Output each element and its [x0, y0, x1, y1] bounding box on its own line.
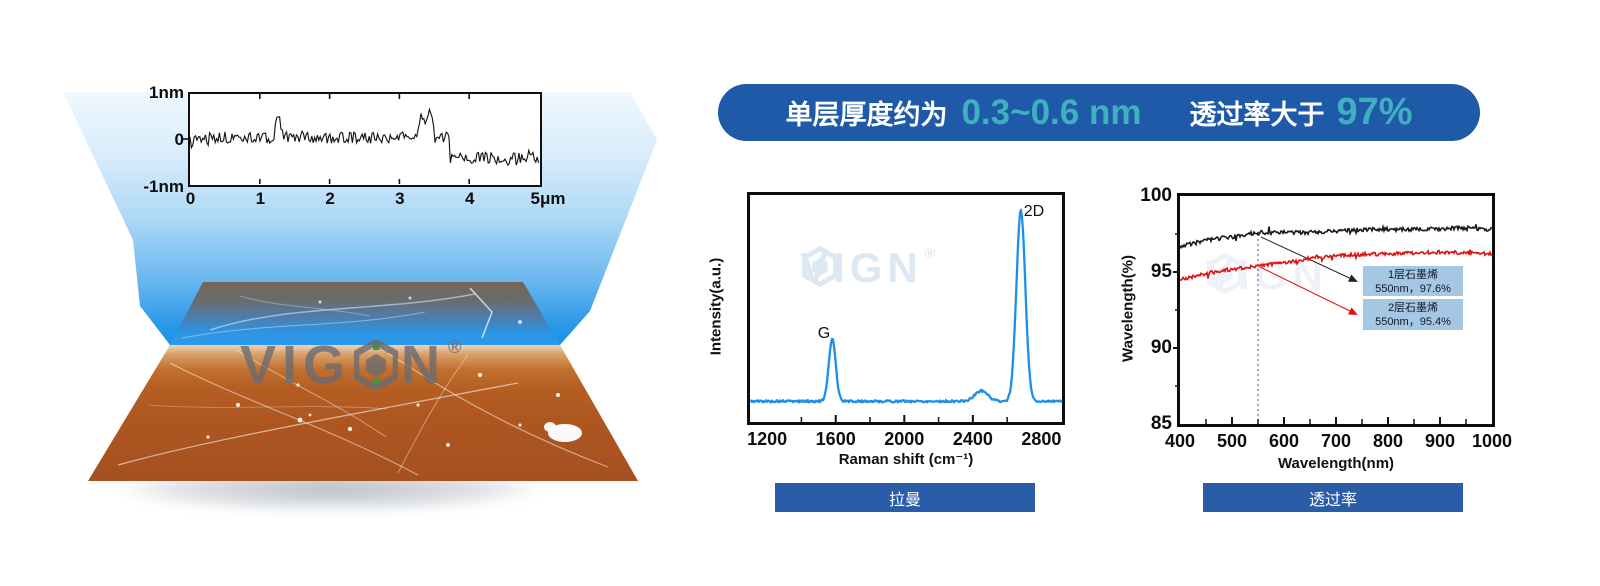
- transmittance-chart: VIG N ®: [1173, 193, 1495, 427]
- substrate-scratches-texture: [117, 350, 609, 476]
- hexagon-o-icon: [354, 340, 399, 390]
- transmittance-button-label: 透过率: [1308, 491, 1357, 509]
- tick-label: 1600: [815, 429, 856, 449]
- tick-label: 4: [464, 189, 475, 208]
- banner-prefix: 单层厚度约为: [785, 100, 948, 130]
- raman-button[interactable]: 拉曼: [775, 483, 1035, 512]
- afm-ytick: 1nm: [149, 83, 184, 102]
- annotation-value: 550nm，95.4%: [1375, 316, 1451, 328]
- raman-button-label: 拉曼: [888, 491, 921, 509]
- vigon-watermark: VIG N ®: [1205, 251, 1341, 298]
- tick-label: 1: [255, 189, 266, 208]
- afm-profile-chart: [183, 92, 542, 187]
- spec-banner: 单层厚度约为 0.3~0.6 nm 透过率大于 97%: [718, 84, 1480, 141]
- tick-label: 95: [1150, 261, 1172, 282]
- tick-label: 2: [325, 189, 335, 208]
- tick-label: 400: [1164, 431, 1196, 451]
- annotation-title: 1层石墨烯: [1387, 269, 1439, 281]
- watermark-letters: N: [887, 244, 923, 291]
- watermark-letters: N: [1292, 251, 1328, 298]
- copper-substrate: [88, 345, 638, 481]
- tick-label: 100: [1140, 185, 1172, 206]
- annotation-value: 550nm，97.6%: [1375, 283, 1451, 295]
- tick-label: 1200: [747, 429, 788, 449]
- raman-spectrum-plot: [749, 208, 1063, 422]
- tick-label: 90: [1150, 337, 1172, 358]
- registered-mark-icon: ®: [924, 246, 936, 262]
- transmittance-button[interactable]: 透过率: [1203, 483, 1463, 512]
- banner-percent-value: 97%: [1336, 91, 1413, 133]
- annotation-title: 2层石墨烯: [1387, 302, 1439, 314]
- vigon-watermark: VIG N ®: [800, 244, 936, 291]
- registered-mark-icon: ®: [448, 336, 462, 357]
- transmittance-y-axis-label: Wavelength(%): [1119, 255, 1137, 362]
- raman-x-axis-label: Raman shift (cm⁻¹): [838, 451, 974, 468]
- registered-mark-icon: ®: [1329, 253, 1341, 269]
- graphene-flakes-texture: [181, 287, 522, 339]
- afm-ytick: -1nm: [143, 177, 184, 196]
- annotation-1-layer: 1层石墨烯 550nm，97.6%: [1363, 266, 1463, 296]
- tick-label: 2800: [1021, 429, 1062, 449]
- g-peak-label: G: [817, 325, 831, 342]
- tick-label: 500: [1216, 431, 1248, 451]
- transmittance-x-axis-label: Wavelength(nm): [1277, 455, 1395, 472]
- hexagon-o-icon: [1207, 252, 1243, 295]
- banner-middle: 透过率大于: [1189, 100, 1325, 130]
- tick-label: 85: [1150, 413, 1172, 434]
- raman-y-axis-label: Intensity(a.u.): [707, 257, 725, 356]
- banner-thickness-value: 0.3~0.6 nm: [961, 92, 1142, 132]
- 2d-peak-label: 2D: [1023, 203, 1045, 220]
- tick-label: 700: [1320, 431, 1352, 451]
- afm-ytick: 0: [174, 130, 184, 149]
- tick-label: 800: [1372, 431, 1404, 451]
- tick-label: 900: [1424, 431, 1456, 451]
- tick-label: 2000: [884, 429, 925, 449]
- watermark-letters: VIG: [240, 335, 352, 395]
- afm-profile-plot: [183, 94, 540, 184]
- transmittance-plot: [1173, 223, 1493, 424]
- graphene-sheet: [170, 282, 560, 345]
- watermark-letters: N: [401, 335, 447, 395]
- tick-label: 1000: [1471, 431, 1513, 451]
- tick-label: 3: [395, 189, 405, 208]
- tick-label: 2400: [952, 429, 993, 449]
- tick-label: 5μm: [530, 189, 566, 208]
- tick-label: 600: [1268, 431, 1300, 451]
- tick-label: 0: [185, 189, 196, 208]
- raman-chart: VIG N ®: [747, 192, 1065, 425]
- vigon-watermark: VIG N ®: [240, 335, 462, 395]
- annotation-2-layer: 2层石墨烯 550nm，95.4%: [1363, 299, 1463, 330]
- hexagon-o-icon: [802, 245, 838, 288]
